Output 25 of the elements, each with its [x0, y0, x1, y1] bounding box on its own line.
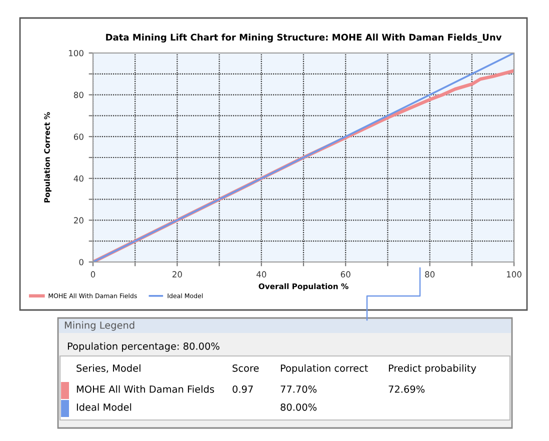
x-tick-label: 100 [506, 271, 522, 278]
text: 77.70% [280, 385, 317, 393]
x-tick-label: 60 [340, 271, 350, 278]
x-tick-label: 0 [90, 271, 96, 278]
y-tick-label: 20 [74, 217, 84, 224]
x-tick-label: 40 [256, 271, 266, 278]
y-tick-label: 80 [74, 92, 84, 98]
text: Predict probability [388, 364, 476, 374]
chart-title: Data Mining Lift Chart for Mining Structure: MOHE All With Daman Fields_Unv [106, 34, 502, 43]
x-tick-label: 80 [425, 271, 435, 278]
y-tick-label: 0 [79, 258, 84, 266]
text: Population percentage: 80.00% [68, 342, 220, 352]
text: Ideal Model [76, 403, 132, 411]
text: 80.00% [280, 403, 317, 411]
text: Score [232, 364, 259, 372]
text: Mining Legend [64, 321, 134, 331]
y-tick-label: 60 [74, 134, 84, 140]
y-tick-label: 100 [68, 50, 84, 56]
x-tick-label: 20 [172, 271, 182, 278]
text: 72.69% [388, 385, 425, 393]
text: MOHE All With Daman Fields [76, 385, 214, 393]
y-tick-label: 40 [74, 175, 84, 182]
text: Series, Model [76, 364, 140, 373]
text: 0.97 [232, 385, 253, 393]
text: Population correct [280, 364, 368, 374]
